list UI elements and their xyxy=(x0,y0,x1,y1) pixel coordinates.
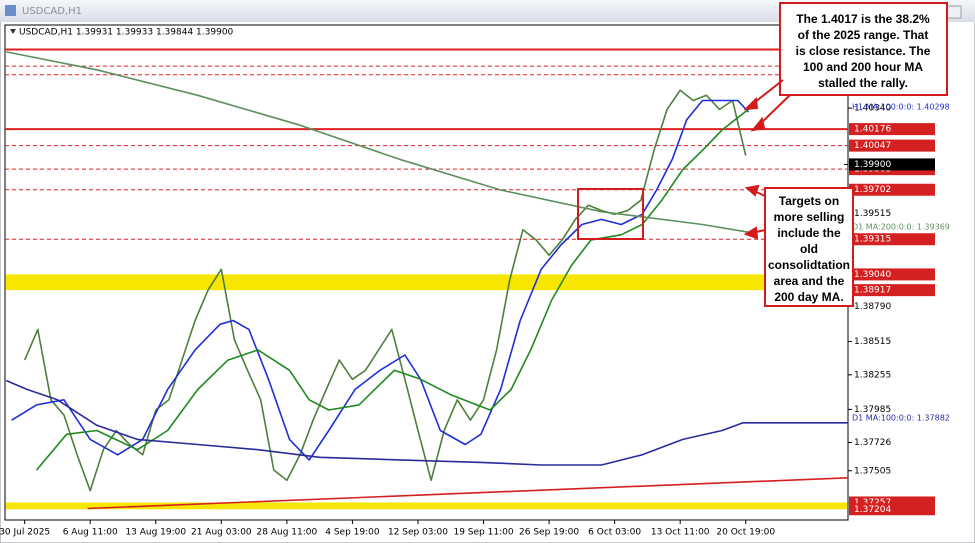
x-tick-label: 19 Sep 11:00 xyxy=(453,528,513,538)
y-tick-label: 1.38515 xyxy=(854,337,891,347)
arrow-head xyxy=(743,226,759,240)
y-tick-label: 1.38255 xyxy=(854,370,891,380)
x-tick-label: 13 Oct 11:00 xyxy=(651,528,710,538)
y-tick-label: 1.38790 xyxy=(854,302,891,312)
level-label-box xyxy=(849,123,935,136)
x-tick-label: 13 Aug 19:00 xyxy=(125,528,186,538)
level-label-box xyxy=(849,284,935,297)
annotation-text: more selling xyxy=(774,210,845,224)
x-tick-label: 28 Aug 11:00 xyxy=(257,528,318,538)
level-label-box xyxy=(849,503,935,516)
series-line xyxy=(5,379,848,466)
level-band xyxy=(6,502,847,510)
x-tick-label: 20 Oct 19:00 xyxy=(716,528,775,538)
level-label: 1.37204 xyxy=(854,505,891,515)
level-label: 1.39315 xyxy=(854,235,891,245)
x-tick-label: 4 Sep 19:00 xyxy=(325,528,380,538)
window-title: USDCAD,H1 xyxy=(22,6,82,17)
annotation-text: is close resistance. The xyxy=(796,44,931,58)
annotation-text: Targets on xyxy=(779,194,839,208)
x-tick-label: 26 Sep 19:00 xyxy=(519,528,579,538)
annotation-2: Targets on more selling include the old … xyxy=(764,187,854,307)
x-tick-label: 6 Aug 11:00 xyxy=(63,528,118,538)
series-line xyxy=(87,477,849,510)
x-tick-label: 6 Oct 03:00 xyxy=(588,528,641,538)
annotation-box xyxy=(779,2,948,96)
level-label-box xyxy=(849,233,935,246)
y-tick-label: 1.40340 xyxy=(854,104,891,114)
level-band xyxy=(6,274,847,291)
annotation-text: stalled the rally. xyxy=(818,76,908,90)
annotation-text: include the xyxy=(777,226,841,240)
level-label: 1.38917 xyxy=(854,286,891,296)
level-label-box xyxy=(849,139,935,152)
annotation-text: of the 2025 range. That xyxy=(798,28,929,42)
arrow-head xyxy=(743,96,759,111)
level-label: 1.40176 xyxy=(854,125,891,135)
series-label: D1 MA:200:0:0: 1.39369 xyxy=(852,223,950,232)
annotation-text: old xyxy=(800,242,818,256)
series-label: D1 MA:100:0:0: 1.37882 xyxy=(852,413,950,422)
level-label: 1.40047 xyxy=(854,141,891,151)
annotation-text: The 1.4017 is the 38.2% xyxy=(796,12,930,26)
y-tick-label: 1.37985 xyxy=(854,405,891,415)
arrows xyxy=(743,79,791,240)
annotation-text: 200 day MA. xyxy=(774,290,843,304)
level-label: 1.39702 xyxy=(854,185,891,195)
annotation-box xyxy=(764,187,854,307)
chart-info: USDCAD,H1 1.39931 1.39933 1.39844 1.3990… xyxy=(19,28,234,38)
annotation-text: consolidtation xyxy=(768,258,850,272)
y-tick-label: 1.37505 xyxy=(854,466,891,476)
series-label: H1 MA:100:0:0: 1.40298 xyxy=(852,102,950,111)
level-label-box xyxy=(849,268,935,281)
x-tick-label: 21 Aug 03:00 xyxy=(191,528,252,538)
window-icon xyxy=(5,5,16,16)
series-line xyxy=(6,51,749,233)
annotation-text: area and the xyxy=(774,274,845,288)
level-label: 1.39900 xyxy=(854,160,891,170)
level-label: 1.37257 xyxy=(854,498,891,508)
x-tick-label: 30 Jul 2025 xyxy=(0,528,50,538)
info-icon xyxy=(10,29,16,34)
series-line xyxy=(35,108,749,471)
level-label-box xyxy=(849,158,935,171)
arrow-head xyxy=(750,116,766,132)
arrow-head xyxy=(744,184,760,197)
level-label-box xyxy=(849,183,935,196)
level-label: 1.39040 xyxy=(854,270,891,280)
y-tick-label: 1.37726 xyxy=(854,438,891,448)
plot-area xyxy=(4,24,849,521)
annotation-text: 100 and 200 hour MA xyxy=(803,60,923,74)
annotation-1: The 1.4017 is the 38.2% of the 2025 rang… xyxy=(779,2,948,96)
y-tick-label: 1.39515 xyxy=(854,209,891,219)
title-bar xyxy=(0,0,975,22)
x-tick-label: 12 Sep 03:00 xyxy=(388,528,448,538)
close-button[interactable] xyxy=(946,5,962,19)
consolidation-box xyxy=(577,188,644,240)
series-line xyxy=(23,89,747,492)
